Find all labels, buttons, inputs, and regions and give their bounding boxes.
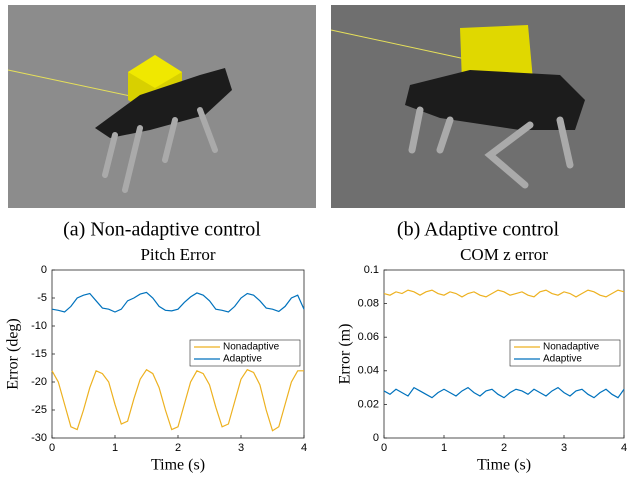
x-tick-label: 0 xyxy=(381,442,387,454)
legend-label: Adaptive xyxy=(543,354,582,365)
x-tick-label: 1 xyxy=(112,442,118,454)
y-tick-label: -15 xyxy=(31,348,47,360)
chart-title: Pitch Error xyxy=(140,245,215,264)
y-axis-label: Error (m) xyxy=(337,324,354,385)
x-tick-label: 0 xyxy=(49,442,55,454)
y-tick-label: 0 xyxy=(41,264,47,276)
y-tick-label: -10 xyxy=(31,320,47,332)
y-tick-label: -20 xyxy=(31,376,47,388)
x-tick-label: 4 xyxy=(301,442,307,454)
legend-label: Nonadaptive xyxy=(543,342,600,353)
chart-title: COM z error xyxy=(460,245,548,264)
y-tick-label: 0.04 xyxy=(358,365,379,377)
sim-image-right xyxy=(331,5,625,208)
y-axis-label: Error (deg) xyxy=(5,318,22,390)
figure: (a) Non-adaptive control (b) Adaptive co… xyxy=(0,0,632,479)
y-tick-label: -30 xyxy=(31,432,47,444)
x-tick-label: 2 xyxy=(175,442,181,454)
x-tick-label: 2 xyxy=(501,442,507,454)
x-axis-label: Time (s) xyxy=(477,457,531,474)
legend-label: Adaptive xyxy=(223,354,262,365)
y-tick-label: 0 xyxy=(373,432,379,444)
y-tick-label: 0.02 xyxy=(358,398,379,410)
x-tick-label: 3 xyxy=(238,442,244,454)
y-tick-label: -25 xyxy=(31,404,47,416)
x-axis-label: Time (s) xyxy=(151,457,205,474)
caption: (a) Non-adaptive control xyxy=(63,219,261,241)
sim-image-left xyxy=(8,5,316,208)
x-tick-label: 3 xyxy=(561,442,567,454)
y-tick-label: 0.08 xyxy=(358,298,379,310)
caption: (b) Adaptive control xyxy=(397,219,560,241)
x-tick-label: 4 xyxy=(621,442,627,454)
y-tick-label: -5 xyxy=(37,292,47,304)
y-tick-label: 0.1 xyxy=(364,264,379,276)
legend-label: Nonadaptive xyxy=(223,342,280,353)
y-tick-label: 0.06 xyxy=(358,331,379,343)
x-tick-label: 1 xyxy=(441,442,447,454)
